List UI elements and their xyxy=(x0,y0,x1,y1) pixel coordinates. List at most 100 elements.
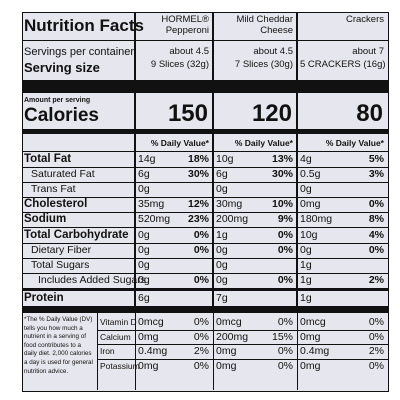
nutrient-daily-value: 30% xyxy=(271,168,293,181)
product-name: Crackers xyxy=(345,14,384,25)
serving-size-value: 9 Slices (32g) xyxy=(150,59,209,70)
vitamin-daily-value: 0% xyxy=(368,360,384,373)
nutrient-daily-value: 8% xyxy=(368,213,384,226)
rule xyxy=(98,329,388,331)
nutrient-amount: 0g xyxy=(216,183,228,196)
vitamin-daily-value: 2% xyxy=(368,345,384,358)
nutrient-daily-value: 18% xyxy=(187,153,209,165)
column-divider xyxy=(135,312,136,390)
servings-label: Servings per container xyxy=(24,46,135,58)
rule xyxy=(98,344,388,346)
nutrient-label: Saturated Fat xyxy=(31,168,95,181)
vitamin-daily-value: 0% xyxy=(193,316,209,328)
vitamin-amount: 0mcg xyxy=(300,316,326,328)
serving-size-value: 5 CRACKERS (16g) xyxy=(300,59,386,70)
vitamin-daily-value: 15% xyxy=(271,330,293,343)
nutrient-amount: 1g xyxy=(300,292,312,304)
label-background xyxy=(22,12,389,392)
vitamin-daily-value: 0% xyxy=(193,360,209,373)
calories-value: 120 xyxy=(251,100,292,127)
nutrient-daily-value: 4% xyxy=(368,228,384,241)
rule xyxy=(22,167,388,168)
vitamin-daily-value: 0% xyxy=(193,330,209,343)
vitamin-label: Vitamin D xyxy=(100,317,137,327)
servings-value: about 7 xyxy=(352,46,384,57)
nutrient-label: Total Fat xyxy=(24,153,72,165)
nutrient-amount: 7g xyxy=(216,292,228,304)
rule xyxy=(22,182,388,184)
rule xyxy=(22,212,388,214)
nutrient-amount: 10g xyxy=(300,228,318,241)
rule xyxy=(98,358,388,360)
nutrient-amount: 14g xyxy=(138,153,156,165)
nutrient-amount: 0g xyxy=(300,243,312,256)
nutrient-amount: 0g xyxy=(216,243,228,256)
rule xyxy=(22,80,388,93)
nutrient-amount: 35mg xyxy=(138,198,165,211)
rule xyxy=(22,151,388,152)
vitamin-label: Potassium xyxy=(100,361,140,372)
nutrient-amount: 10g xyxy=(216,153,234,165)
calories-value: 150 xyxy=(167,100,208,127)
vitamin-amount: 0mg xyxy=(138,360,159,373)
rule xyxy=(22,129,388,134)
nutrient-amount: 520mg xyxy=(138,213,171,226)
nutrient-label: Total Carbohydrate xyxy=(24,228,129,241)
nutrient-daily-value: 0% xyxy=(368,198,384,211)
nutrient-amount: 0mg xyxy=(300,198,321,211)
nutrient-daily-value: 0% xyxy=(277,273,293,286)
vitamin-daily-value: 0% xyxy=(277,360,293,373)
calories-label: Calories xyxy=(24,105,99,126)
rule xyxy=(22,272,388,274)
column-divider xyxy=(213,312,214,390)
rule xyxy=(22,242,388,244)
vitamin-amount: 0mcg xyxy=(216,316,242,328)
nutrient-amount: 30mg xyxy=(216,198,243,211)
nutrient-amount: 1g xyxy=(216,228,228,241)
footnote: *The % Daily Value (DV) tells you how mu… xyxy=(24,316,93,375)
rule xyxy=(22,257,388,259)
daily-value-heading: % Daily Value* xyxy=(150,138,209,148)
nutrient-amount: 1g xyxy=(300,273,312,286)
nutrient-amount: 0.5g xyxy=(300,168,321,181)
vitamin-daily-value: 0% xyxy=(277,316,293,328)
nutrient-daily-value: 23% xyxy=(187,213,209,226)
column-divider xyxy=(297,312,298,390)
nutrient-daily-value: 9% xyxy=(277,213,293,226)
vitamin-label: Iron xyxy=(100,346,115,357)
footnote-divider xyxy=(97,312,98,390)
nutrient-amount: 0g xyxy=(138,258,150,271)
servings-value: about 4.5 xyxy=(169,46,209,57)
nutrient-daily-value: 12% xyxy=(187,198,209,211)
nutrient-daily-value: 0% xyxy=(193,228,209,241)
vitamin-daily-value: 2% xyxy=(193,345,209,358)
nutrient-label: Protein xyxy=(24,292,64,304)
nutrient-label: Sodium xyxy=(24,213,67,226)
serving-size-value: 7 Slices (30g) xyxy=(234,59,293,70)
nutrient-amount: 1g xyxy=(300,258,312,271)
nutrient-amount: 0g xyxy=(138,273,150,286)
vitamin-amount: 0mcg xyxy=(138,316,164,328)
vitamin-label: Calcium xyxy=(100,331,131,342)
nutrient-amount: 6g xyxy=(138,292,150,304)
nutrient-daily-value: 0% xyxy=(193,243,209,256)
vitamin-amount: 0.4mg xyxy=(138,345,168,358)
nutrient-daily-value: 13% xyxy=(271,153,293,165)
nutrient-amount: 6g xyxy=(216,168,228,181)
serving-size-label: Serving size xyxy=(24,60,100,75)
calories-value: 80 xyxy=(356,100,383,127)
nutrient-daily-value: 10% xyxy=(271,198,293,211)
daily-value-heading: % Daily Value* xyxy=(234,138,293,148)
column-divider xyxy=(296,12,298,312)
rule xyxy=(22,197,388,199)
product-name: HORMEL® Pepperoni xyxy=(161,14,209,36)
nutrient-label: Dietary Fiber xyxy=(31,243,92,256)
vitamin-daily-value: 0% xyxy=(368,330,384,343)
nutrient-label: Total Sugars xyxy=(31,258,90,271)
title: Nutrition Facts xyxy=(24,16,144,35)
rule xyxy=(22,227,388,229)
vitamin-amount: 0mg xyxy=(216,345,237,358)
nutrient-amount: 0g xyxy=(216,273,228,286)
vitamin-daily-value: 0% xyxy=(368,316,384,328)
